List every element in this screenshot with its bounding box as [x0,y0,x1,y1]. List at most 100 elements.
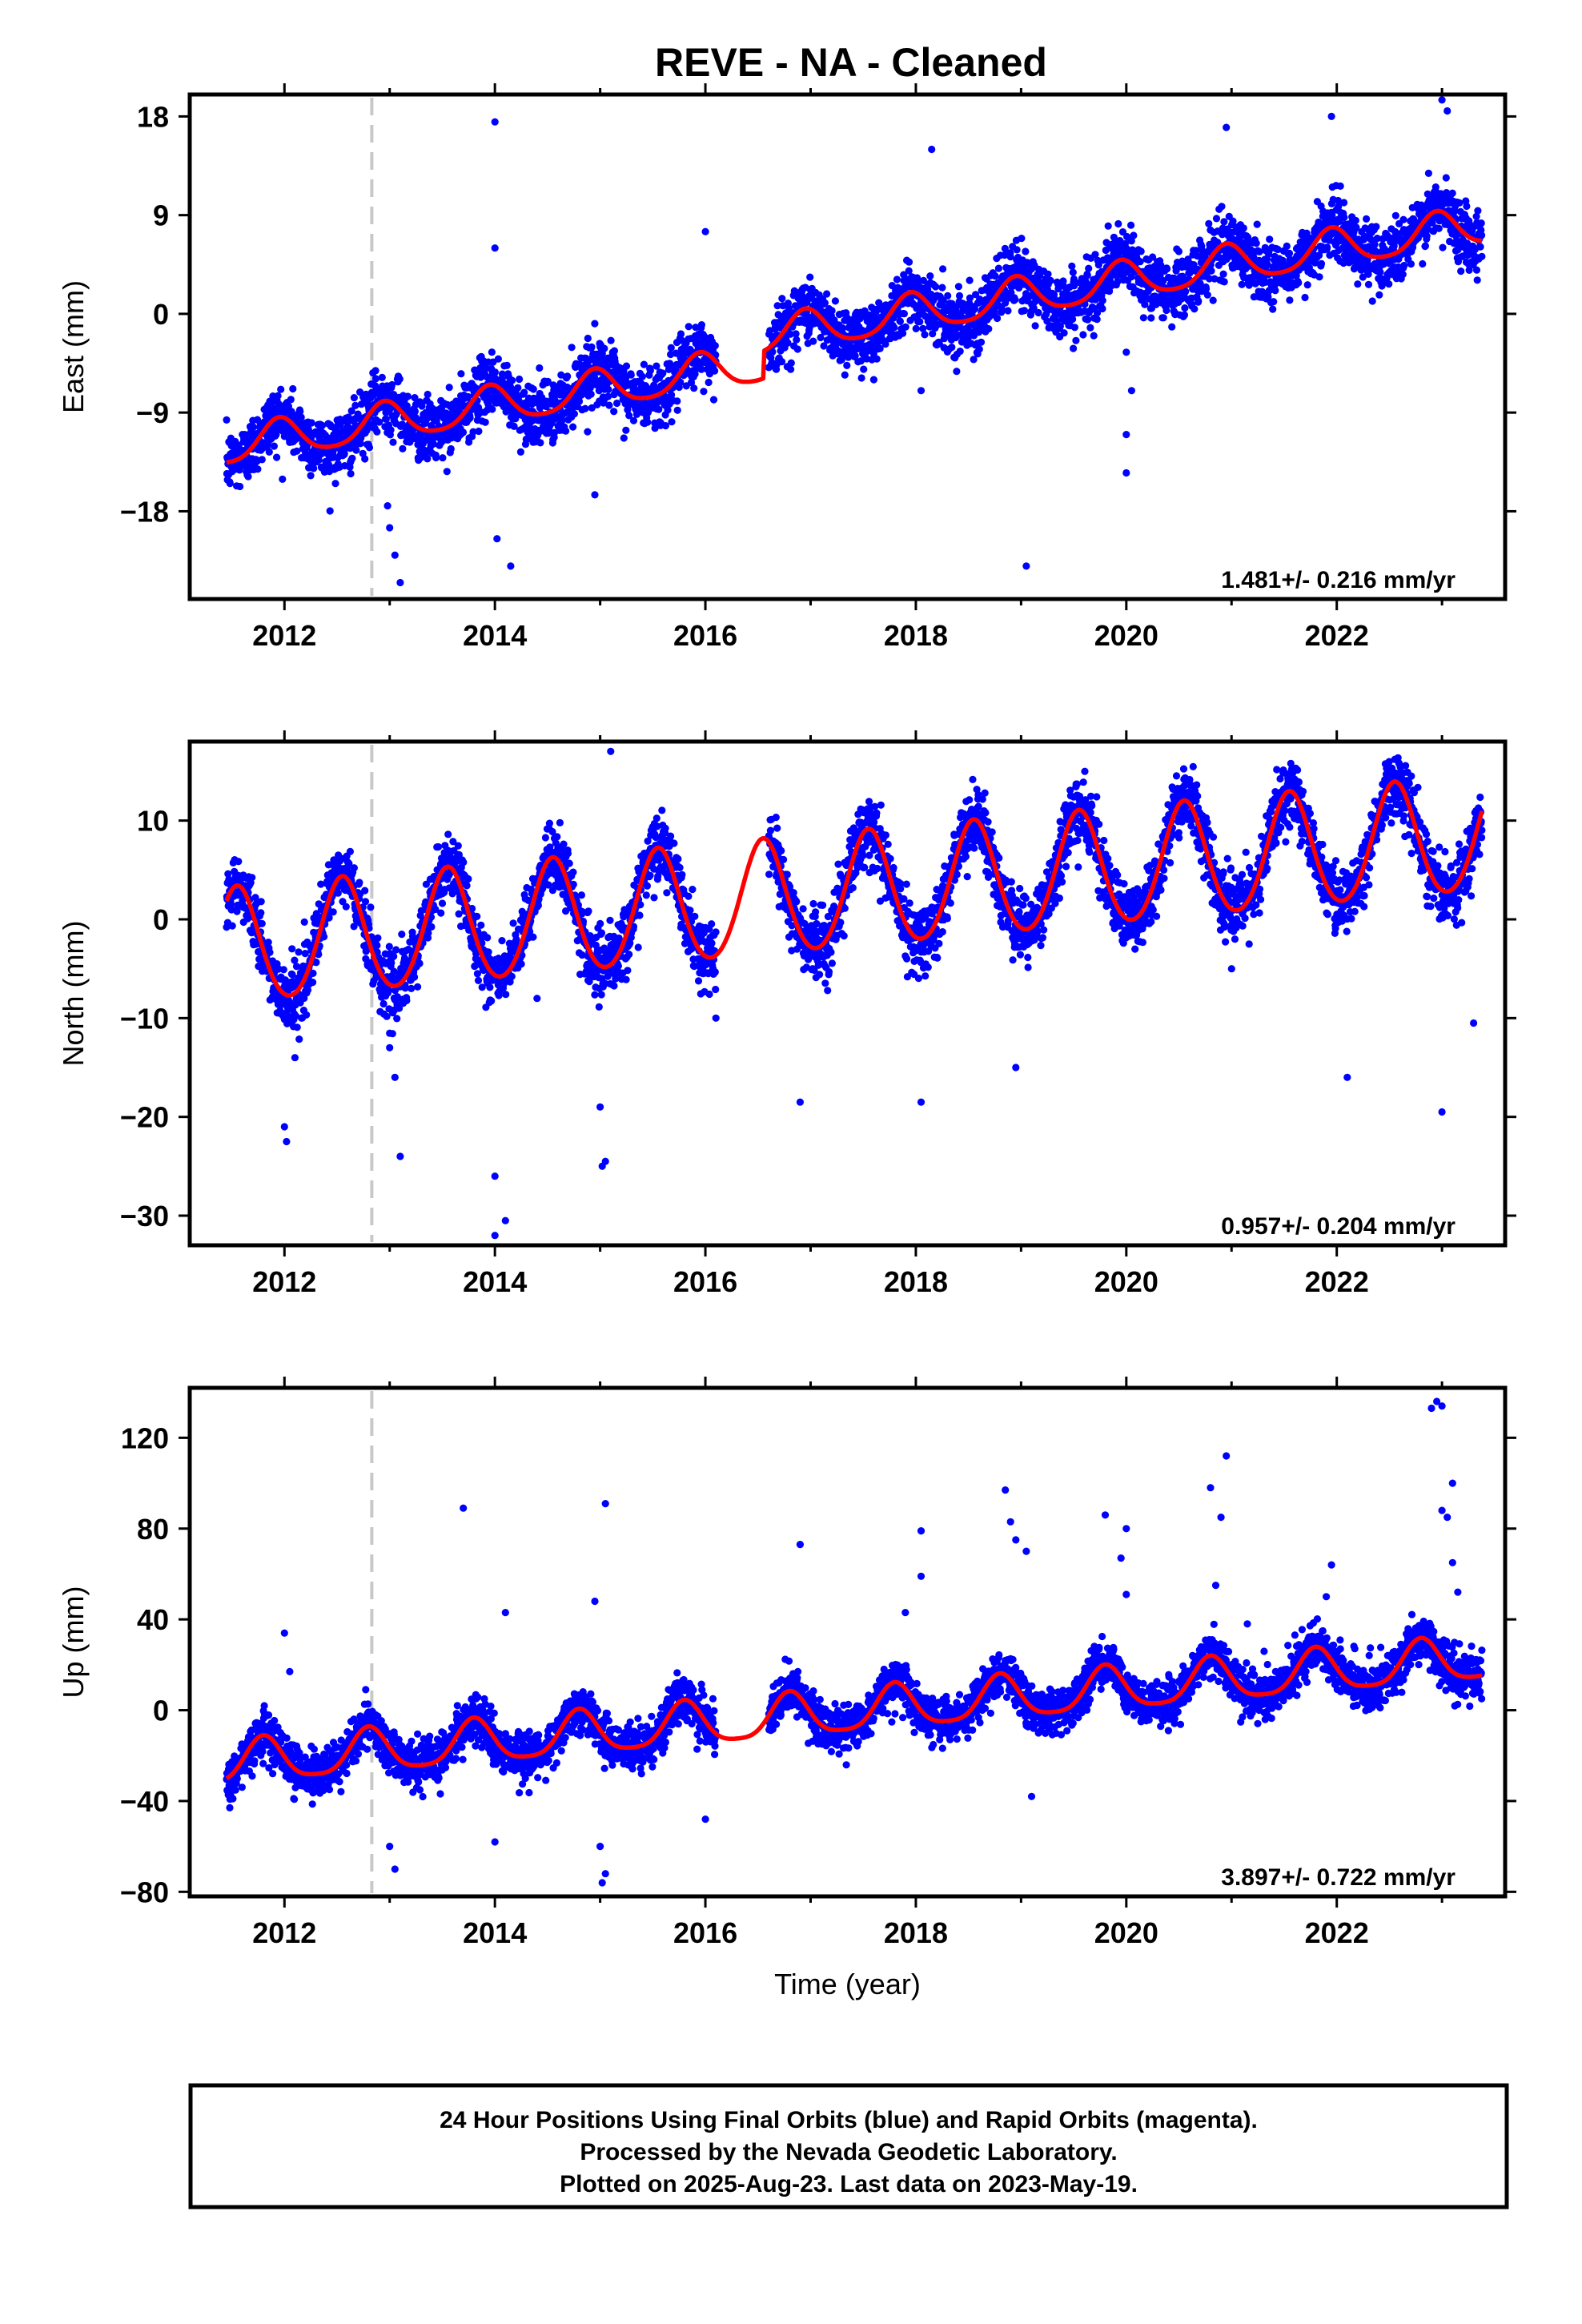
east-data-point [638,372,646,380]
east-data-point [610,408,618,416]
east-data-point [1159,314,1167,322]
east-data-point [690,384,698,392]
east-outlier-point [1127,387,1135,395]
east-data-point [668,391,676,399]
east-data-point [793,345,801,353]
east-data-point [581,404,589,412]
east-data-point [1205,219,1213,227]
north-data-point [235,858,243,866]
east-data-point [994,264,1002,272]
north-data-point [355,879,363,887]
panel-north: 2012 2014 2016 2018 2020 2022100−10−20−30Nort… [57,730,1516,1298]
east-data-point [1399,271,1407,279]
east-data-point [361,455,369,463]
east-data-point [1372,223,1380,231]
east-data-point [1218,203,1226,211]
east-data-point [1340,213,1348,222]
east-data-point [916,318,924,326]
east-data-point [901,323,909,331]
north-data-point [374,934,382,942]
east-outlier-point [493,535,501,543]
east-data-point [375,418,383,426]
east-data-point [1351,216,1359,224]
east-data-point [403,402,411,410]
east-data-point [1478,231,1486,239]
east-data-point [1472,266,1481,274]
east-data-point [1368,297,1376,305]
east-data-point [1385,280,1393,288]
east-data-point [691,370,699,378]
east-data-point [347,469,355,478]
east-data-point [347,407,355,415]
east-data-point [1399,215,1407,223]
east-data-point [953,368,961,376]
east-outlier-point [1022,562,1030,570]
east-data-point [1086,324,1094,332]
east-data-point [562,427,570,435]
east-data-point [1303,281,1311,289]
east-data-point [668,418,676,426]
east-data-point [1090,332,1098,340]
north-data-point [295,948,303,956]
east-data-point [396,375,404,383]
east-data-point [664,406,672,414]
east-data-point [516,375,524,384]
north-data-point [373,941,381,950]
east-data-point [223,416,231,424]
east-data-point [1421,242,1429,250]
east-data-point [1476,243,1484,251]
east-data-point [296,408,304,416]
east-data-point [1424,169,1432,177]
east-data-point [646,367,655,375]
east-outlier-point [507,562,515,570]
east-data-point [843,361,851,369]
east-y-axis-label: East (mm) [57,280,90,413]
east-data-point [1079,331,1087,339]
east-data-point [697,321,706,329]
east-data-point [584,428,592,436]
east-data-point [823,290,831,298]
north-data-point [385,987,393,995]
east-data-point [411,408,420,416]
north-data-point [361,887,369,895]
east-data-point [1180,311,1189,319]
east-data-point [1270,298,1278,306]
east-data-point [508,376,516,384]
east-data-point [270,442,278,450]
east-data-point [692,324,700,332]
north-data-point [428,923,436,931]
east-data-point [711,367,719,375]
east-data-point [1423,232,1431,240]
east-data-point [921,331,929,339]
east-data-point [1219,270,1227,278]
east-data-point [439,454,447,462]
north-data-point [300,918,308,926]
east-data-point [389,438,397,446]
north-data-point [288,945,296,953]
east-data-point [388,380,396,389]
east-data-point [514,384,522,392]
east-outlier-point [1122,348,1130,356]
east-data-point [1104,222,1112,230]
east-data-point [1083,271,1091,279]
east-data-point [575,397,584,405]
north-data-point [367,903,375,911]
east-data-point [293,447,301,455]
east-data-point [625,412,633,420]
east-data-point [279,475,287,484]
east-data-point [529,385,537,393]
east-data-point [605,401,613,409]
east-data-point [568,344,576,352]
east-data-point [432,453,440,462]
east-data-point [828,307,836,315]
east-data-point [954,283,962,291]
east-data-point [1364,280,1373,288]
east-data-point [966,276,974,284]
north-data-point [258,919,266,927]
east-data-point [1220,278,1228,286]
east-data-point [503,361,511,369]
east-data-point [627,371,635,379]
east-data-point [488,348,496,356]
